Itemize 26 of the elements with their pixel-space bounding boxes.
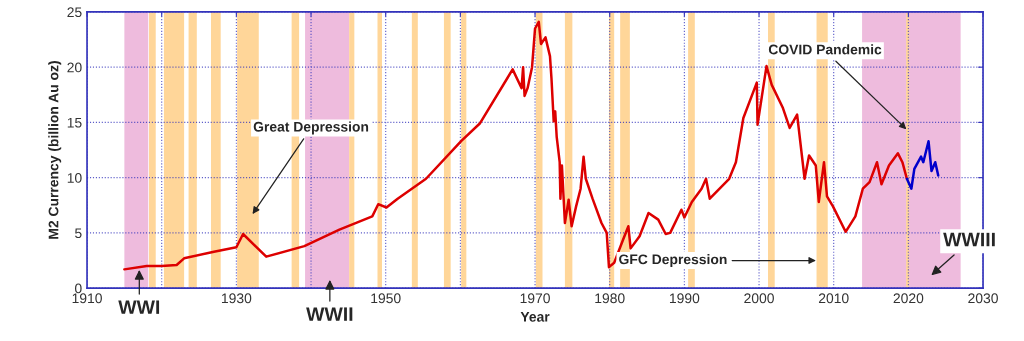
annotation: GFC Depression [619, 254, 727, 267]
line-series [905, 139, 940, 190]
y-tick-label: 15 [67, 117, 82, 128]
y-axis-title: M2 Currency (billion Au oz) [48, 61, 62, 239]
annotation: WWI [118, 300, 160, 314]
annotation: COVID Pandemic [768, 44, 882, 55]
x-tick-label: 1930 [221, 293, 252, 304]
x-tick-label: 1950 [371, 293, 401, 304]
y-tick-label: 20 [67, 62, 82, 73]
y-tick-label: 25 [67, 7, 82, 18]
x-tick-label: 1980 [595, 293, 625, 304]
x-tick-label: 1970 [520, 293, 550, 304]
y-tick-label: 5 [75, 228, 82, 239]
x-tick-label: 2000 [744, 293, 774, 304]
annotation: WWIII [943, 232, 995, 247]
x-tick-label: 2010 [818, 293, 849, 304]
x-tick-label: 2030 [968, 293, 998, 304]
annotation: Great Depression [253, 121, 369, 135]
x-tick-label: 1990 [669, 293, 700, 304]
text: WWII [306, 307, 353, 321]
x-axis-title: Year [520, 312, 550, 322]
x-tick-label: 1910 [72, 293, 102, 304]
y-tick-label: 0 [75, 283, 82, 294]
line-series [123, 20, 909, 271]
y-tick-label: 10 [67, 173, 82, 183]
x-tick-label: 2020 [893, 293, 924, 304]
